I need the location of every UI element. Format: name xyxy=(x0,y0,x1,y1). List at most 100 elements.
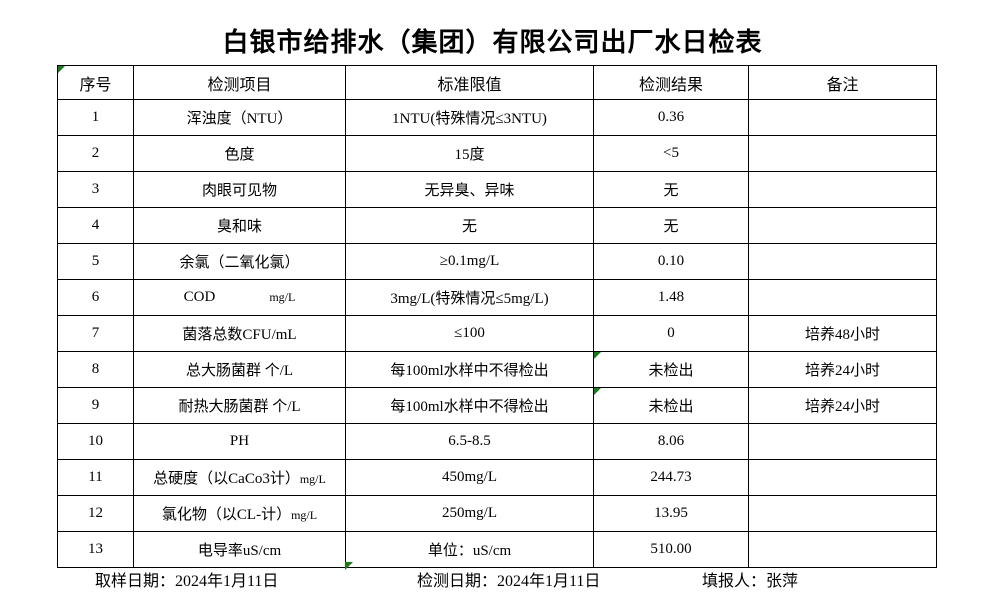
cell-index: 1 xyxy=(57,99,134,136)
cell-item-unit: mg/L xyxy=(269,290,296,304)
cell-result: 无 xyxy=(593,171,749,208)
cell-item: 总硬度（以CaCo3计）mg/L xyxy=(133,459,346,496)
cell-limit: 250mg/L xyxy=(345,495,594,532)
cell-item-label: 氯化物（以CL-计） xyxy=(161,507,292,523)
column-header-index-label: 序号 xyxy=(79,76,112,94)
cell-result: 0 xyxy=(593,315,749,352)
cell-index: 3 xyxy=(57,171,134,208)
cell-result: 0.36 xyxy=(593,99,749,136)
cell-note xyxy=(748,495,937,532)
comment-marker-icon xyxy=(594,352,601,359)
cell-limit: ≥0.1mg/L xyxy=(345,243,594,280)
column-header-limit: 标准限值 xyxy=(345,65,594,100)
cell-index: 4 xyxy=(57,207,134,244)
cell-note xyxy=(748,423,937,460)
cell-note: 培养24小时 xyxy=(748,387,937,424)
table-row: 8 总大肠菌群 个/L 每100ml水样中不得检出 未检出 培养24小时 xyxy=(57,351,937,388)
cell-index: 13 xyxy=(57,531,134,568)
cell-limit: ≤100 xyxy=(345,315,594,352)
table-row: 13 电导率uS/cm 单位：uS/cm 510.00 xyxy=(57,531,937,568)
cell-result-label: 未检出 xyxy=(648,399,694,415)
comment-marker-icon xyxy=(594,388,601,395)
cell-note xyxy=(748,243,937,280)
cell-index: 12 xyxy=(57,495,134,532)
table-row: 12 氯化物（以CL-计）mg/L 250mg/L 13.95 xyxy=(57,495,937,532)
cell-item-label: COD xyxy=(183,289,216,305)
cell-item: 耐热大肠菌群 个/L xyxy=(133,387,346,424)
cell-note: 培养48小时 xyxy=(748,315,937,352)
cell-note xyxy=(748,99,937,136)
table-row: 6 COD mg/L 3mg/L(特殊情况≤5mg/L) 1.48 xyxy=(57,279,937,316)
page-title: 白银市给排水（集团）有限公司出厂水日检表 xyxy=(222,28,763,57)
cell-index: 6 xyxy=(57,279,134,316)
cell-limit: 每100ml水样中不得检出 xyxy=(345,351,594,388)
comment-marker-icon xyxy=(58,66,65,73)
column-header-index: 序号 xyxy=(57,65,134,100)
comment-marker-icon xyxy=(345,562,353,570)
cell-result: 0.10 xyxy=(593,243,749,280)
cell-item: PH xyxy=(133,423,346,460)
cell-item: 菌落总数CFU/mL xyxy=(133,315,346,352)
cell-limit: 1NTU(特殊情况≤3NTU) xyxy=(345,99,594,136)
cell-limit: 15度 xyxy=(345,135,594,172)
cell-item-unit: mg/L xyxy=(299,472,326,486)
cell-limit: 6.5-8.5 xyxy=(345,423,594,460)
cell-note xyxy=(748,171,937,208)
cell-result: 510.00 xyxy=(593,531,749,568)
table-row: 9 耐热大肠菌群 个/L 每100ml水样中不得检出 未检出 培养24小时 xyxy=(57,387,937,424)
cell-result: 无 xyxy=(593,207,749,244)
cell-item-label: 总硬度（以CaCo3计） xyxy=(153,471,300,487)
cell-limit: 无 xyxy=(345,207,594,244)
cell-result: 未检出 xyxy=(593,351,749,388)
cell-result: 8.06 xyxy=(593,423,749,460)
cell-item: 肉眼可见物 xyxy=(133,171,346,208)
cell-item: 浑浊度（NTU） xyxy=(133,99,346,136)
cell-note xyxy=(748,459,937,496)
cell-limit: 3mg/L(特殊情况≤5mg/L) xyxy=(345,279,594,316)
cell-item: 氯化物（以CL-计）mg/L xyxy=(133,495,346,532)
water-quality-table: 序号 检测项目 标准限值 检测结果 备注 1 浑浊度（NTU） 1NTU(特殊情… xyxy=(57,65,937,568)
cell-result-label: 未检出 xyxy=(648,363,694,379)
table-row: 10 PH 6.5-8.5 8.06 xyxy=(57,423,937,460)
cell-index: 7 xyxy=(57,315,134,352)
cell-limit: 单位：uS/cm xyxy=(345,531,594,568)
cell-index: 9 xyxy=(57,387,134,424)
cell-item: COD mg/L xyxy=(133,279,346,316)
table-row: 5 余氯（二氧化氯） ≥0.1mg/L 0.10 xyxy=(57,243,937,280)
cell-item: 余氯（二氧化氯） xyxy=(133,243,346,280)
column-header-note: 备注 xyxy=(748,65,937,100)
cell-result: 13.95 xyxy=(593,495,749,532)
table-row: 1 浑浊度（NTU） 1NTU(特殊情况≤3NTU) 0.36 xyxy=(57,99,937,136)
cell-note xyxy=(748,135,937,172)
cell-limit: 无异臭、异味 xyxy=(345,171,594,208)
cell-result: 244.73 xyxy=(593,459,749,496)
table-header-row: 序号 检测项目 标准限值 检测结果 备注 xyxy=(57,65,937,100)
cell-limit: 每100ml水样中不得检出 xyxy=(345,387,594,424)
table-row: 7 菌落总数CFU/mL ≤100 0 培养48小时 xyxy=(57,315,937,352)
cell-index: 2 xyxy=(57,135,134,172)
cell-result: 1.48 xyxy=(593,279,749,316)
cell-result: 未检出 xyxy=(593,387,749,424)
footer-row: 取样日期：2024年1月11日 检测日期：2024年1月11日 填报人：张萍 xyxy=(57,562,936,598)
sample-date: 取样日期：2024年1月11日 xyxy=(95,573,279,590)
cell-limit: 450mg/L xyxy=(345,459,594,496)
table-row: 4 臭和味 无 无 xyxy=(57,207,937,244)
table-row: 3 肉眼可见物 无异臭、异味 无 xyxy=(57,171,937,208)
cell-result: <5 xyxy=(593,135,749,172)
cell-item: 色度 xyxy=(133,135,346,172)
cell-index: 10 xyxy=(57,423,134,460)
cell-index: 5 xyxy=(57,243,134,280)
column-header-result: 检测结果 xyxy=(593,65,749,100)
table-row: 2 色度 15度 <5 xyxy=(57,135,937,172)
cell-note xyxy=(748,207,937,244)
cell-note xyxy=(748,531,937,568)
test-date: 检测日期：2024年1月11日 xyxy=(417,573,601,590)
cell-index: 8 xyxy=(57,351,134,388)
cell-item-unit: mg/L xyxy=(291,508,318,522)
cell-index: 11 xyxy=(57,459,134,496)
reporter-name: 填报人：张萍 xyxy=(702,573,799,590)
cell-note xyxy=(748,279,937,316)
cell-item: 总大肠菌群 个/L xyxy=(133,351,346,388)
cell-note: 培养24小时 xyxy=(748,351,937,388)
